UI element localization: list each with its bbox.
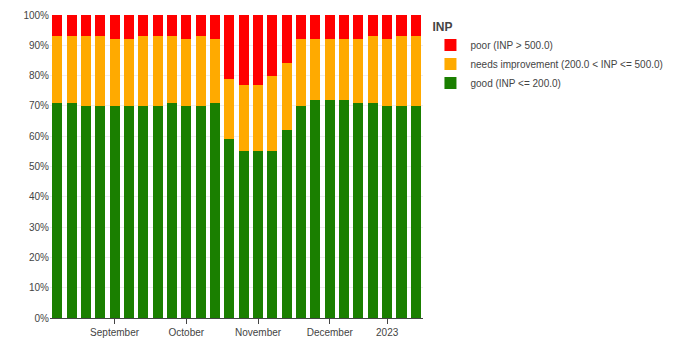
- svg-text:September: September: [90, 327, 140, 338]
- svg-text:October: October: [169, 327, 205, 338]
- svg-text:30%: 30%: [29, 222, 49, 233]
- svg-text:20%: 20%: [29, 252, 49, 263]
- svg-text:0%: 0%: [35, 313, 50, 324]
- svg-text:10%: 10%: [29, 282, 49, 293]
- svg-text:INP: INP: [432, 20, 452, 34]
- svg-text:90%: 90%: [29, 40, 49, 51]
- svg-text:60%: 60%: [29, 131, 49, 142]
- svg-text:December: December: [307, 327, 354, 338]
- svg-text:80%: 80%: [29, 70, 49, 81]
- svg-text:100%: 100%: [23, 10, 49, 21]
- svg-text:needs improvement (200.0 < INP: needs improvement (200.0 < INP <= 500.0): [470, 59, 662, 70]
- svg-text:poor (INP > 500.0): poor (INP > 500.0): [470, 40, 552, 51]
- svg-text:50%: 50%: [29, 161, 49, 172]
- svg-text:November: November: [235, 327, 282, 338]
- svg-text:good (INP <= 200.0): good (INP <= 200.0): [470, 78, 560, 89]
- svg-text:70%: 70%: [29, 100, 49, 111]
- svg-text:2023: 2023: [376, 327, 399, 338]
- svg-text:40%: 40%: [29, 191, 49, 202]
